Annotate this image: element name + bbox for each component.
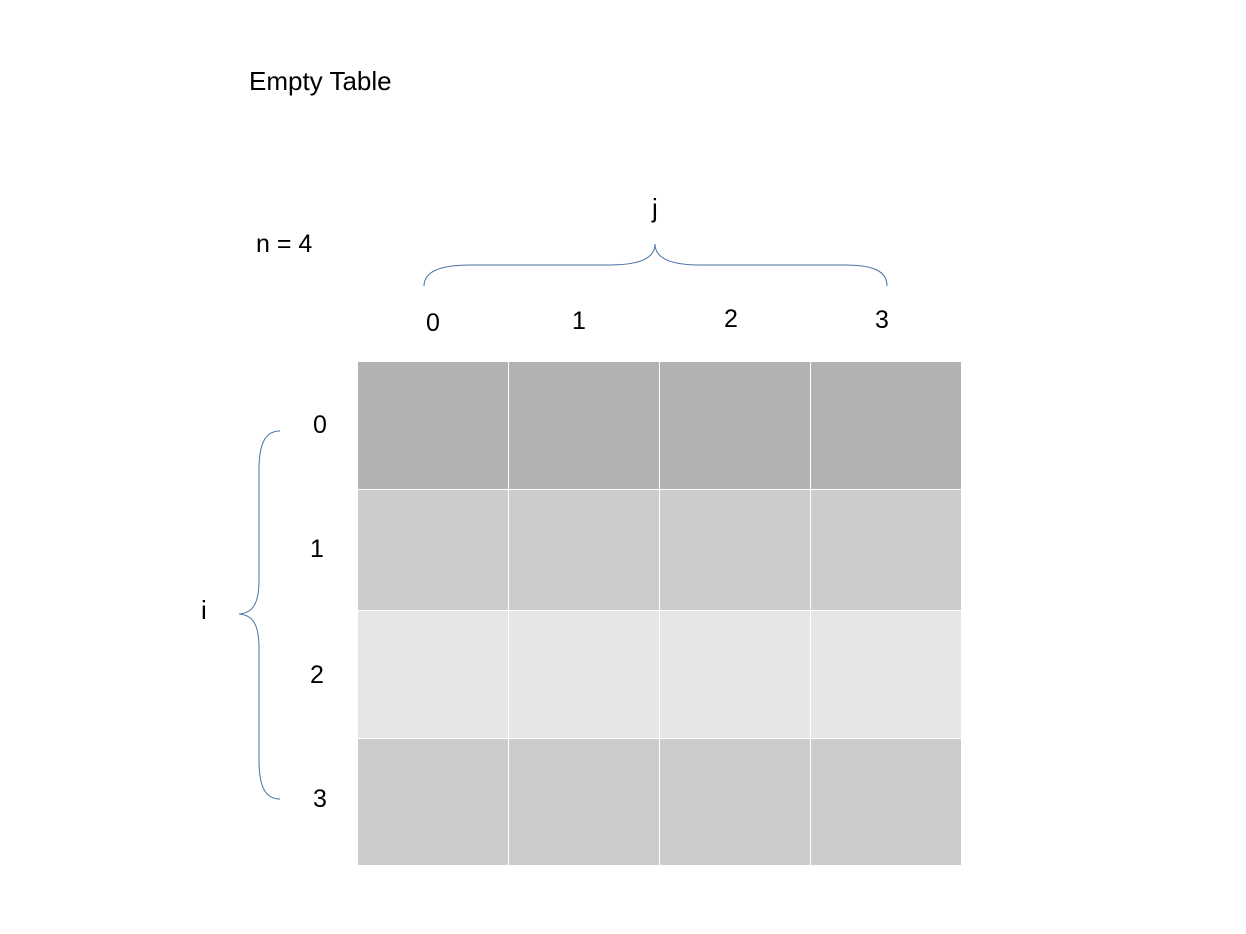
n-label: n = 4	[256, 230, 313, 258]
table-cell-0-1	[509, 362, 659, 489]
column-index-2: 2	[724, 305, 738, 333]
row-variable-label: i	[201, 595, 207, 625]
table-cell-3-0	[358, 739, 508, 865]
table-cell-3-2	[660, 739, 810, 865]
row-index-2: 2	[310, 661, 324, 689]
column-brace	[423, 243, 888, 287]
column-variable-label: j	[652, 193, 658, 223]
row-brace	[238, 430, 281, 800]
column-index-3: 3	[875, 306, 889, 334]
table-cell-1-0	[358, 490, 508, 610]
table-cell-0-3	[811, 362, 961, 489]
table-cell-2-0	[358, 611, 508, 738]
table-cell-3-3	[811, 739, 961, 865]
row-index-1: 1	[310, 535, 324, 563]
table-cell-2-3	[811, 611, 961, 738]
table-cell-1-1	[509, 490, 659, 610]
table-cell-1-3	[811, 490, 961, 610]
table-cell-1-2	[660, 490, 810, 610]
table-cell-0-2	[660, 362, 810, 489]
empty-table	[358, 362, 961, 865]
table-cell-2-1	[509, 611, 659, 738]
row-index-3: 3	[313, 785, 327, 813]
page-title: Empty Table	[249, 66, 392, 96]
column-index-0: 0	[426, 309, 440, 337]
table-cell-0-0	[358, 362, 508, 489]
table-cell-2-2	[660, 611, 810, 738]
column-index-1: 1	[572, 307, 586, 335]
row-index-0: 0	[313, 411, 327, 439]
table-cell-3-1	[509, 739, 659, 865]
